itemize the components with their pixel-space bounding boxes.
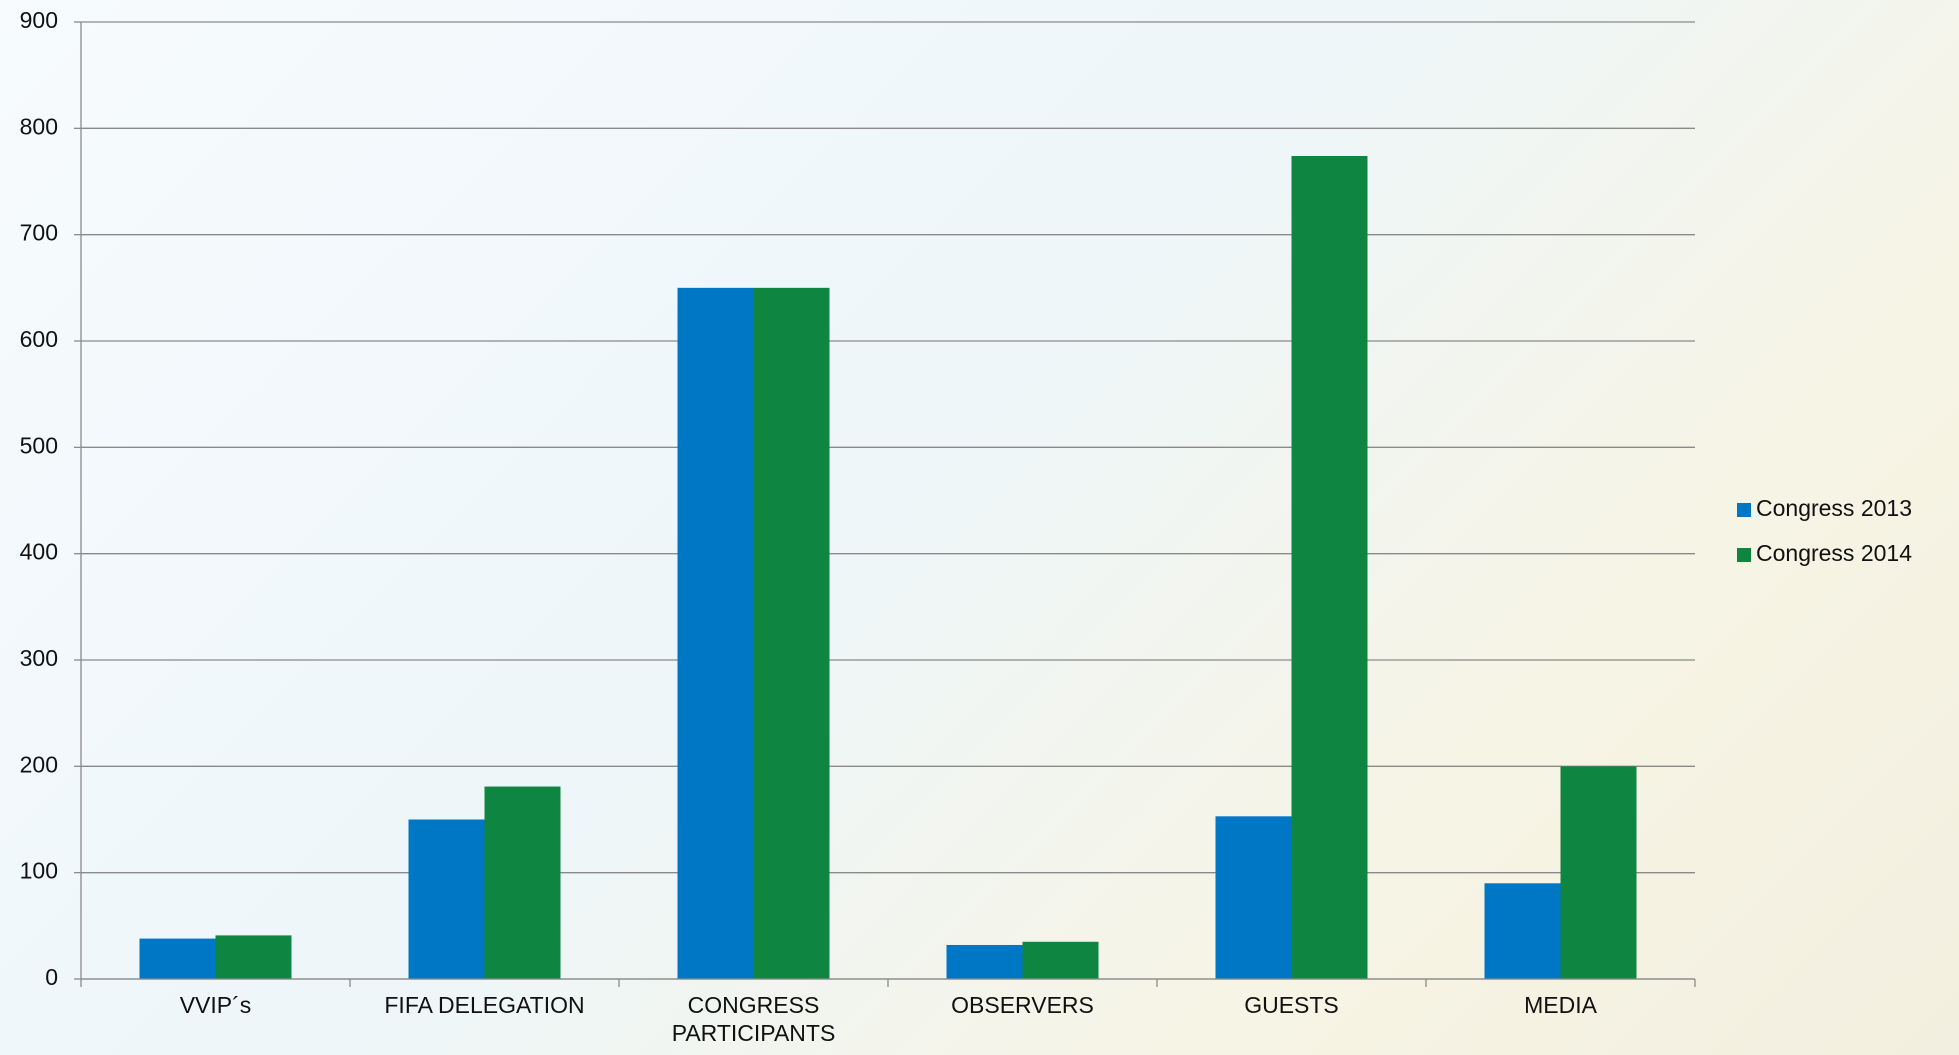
y-tick-label: 300 (20, 645, 58, 671)
y-tick-label: 900 (20, 7, 58, 33)
bar (1484, 883, 1561, 979)
bar (946, 944, 1023, 979)
bar (1560, 766, 1637, 979)
legend-label: Congress 2014 (1756, 540, 1912, 566)
x-tick-label: MEDIA (1524, 992, 1597, 1018)
bar (1291, 155, 1368, 980)
x-tick-label: VVIP´s (179, 992, 252, 1018)
y-tick-label: 200 (20, 751, 58, 777)
x-tick-label: FIFA DELEGATION (384, 992, 585, 1018)
x-tick-label: OBSERVERS (951, 992, 1094, 1018)
x-tick-label: CONGRESS PARTICIPANTS (671, 992, 836, 1046)
y-tick-label: 600 (20, 326, 58, 352)
y-tick-label: 800 (20, 113, 58, 139)
y-tick-label: 500 (20, 432, 58, 458)
bar (215, 935, 292, 979)
y-tick-label: 100 (20, 858, 58, 884)
y-tick-label: 700 (20, 220, 58, 246)
y-tick-label: 0 (45, 964, 58, 990)
bar (1022, 941, 1099, 979)
y-tick-label: 400 (20, 539, 58, 565)
bar (408, 819, 485, 979)
x-tick-label: GUESTS (1244, 992, 1339, 1018)
bar (484, 786, 561, 979)
bar (753, 287, 830, 979)
bar (139, 938, 216, 979)
legend-label: Congress 2013 (1756, 495, 1912, 521)
bar (677, 287, 754, 979)
legend-swatch (1737, 548, 1751, 562)
legend-swatch (1737, 503, 1751, 517)
bar (1215, 816, 1292, 979)
